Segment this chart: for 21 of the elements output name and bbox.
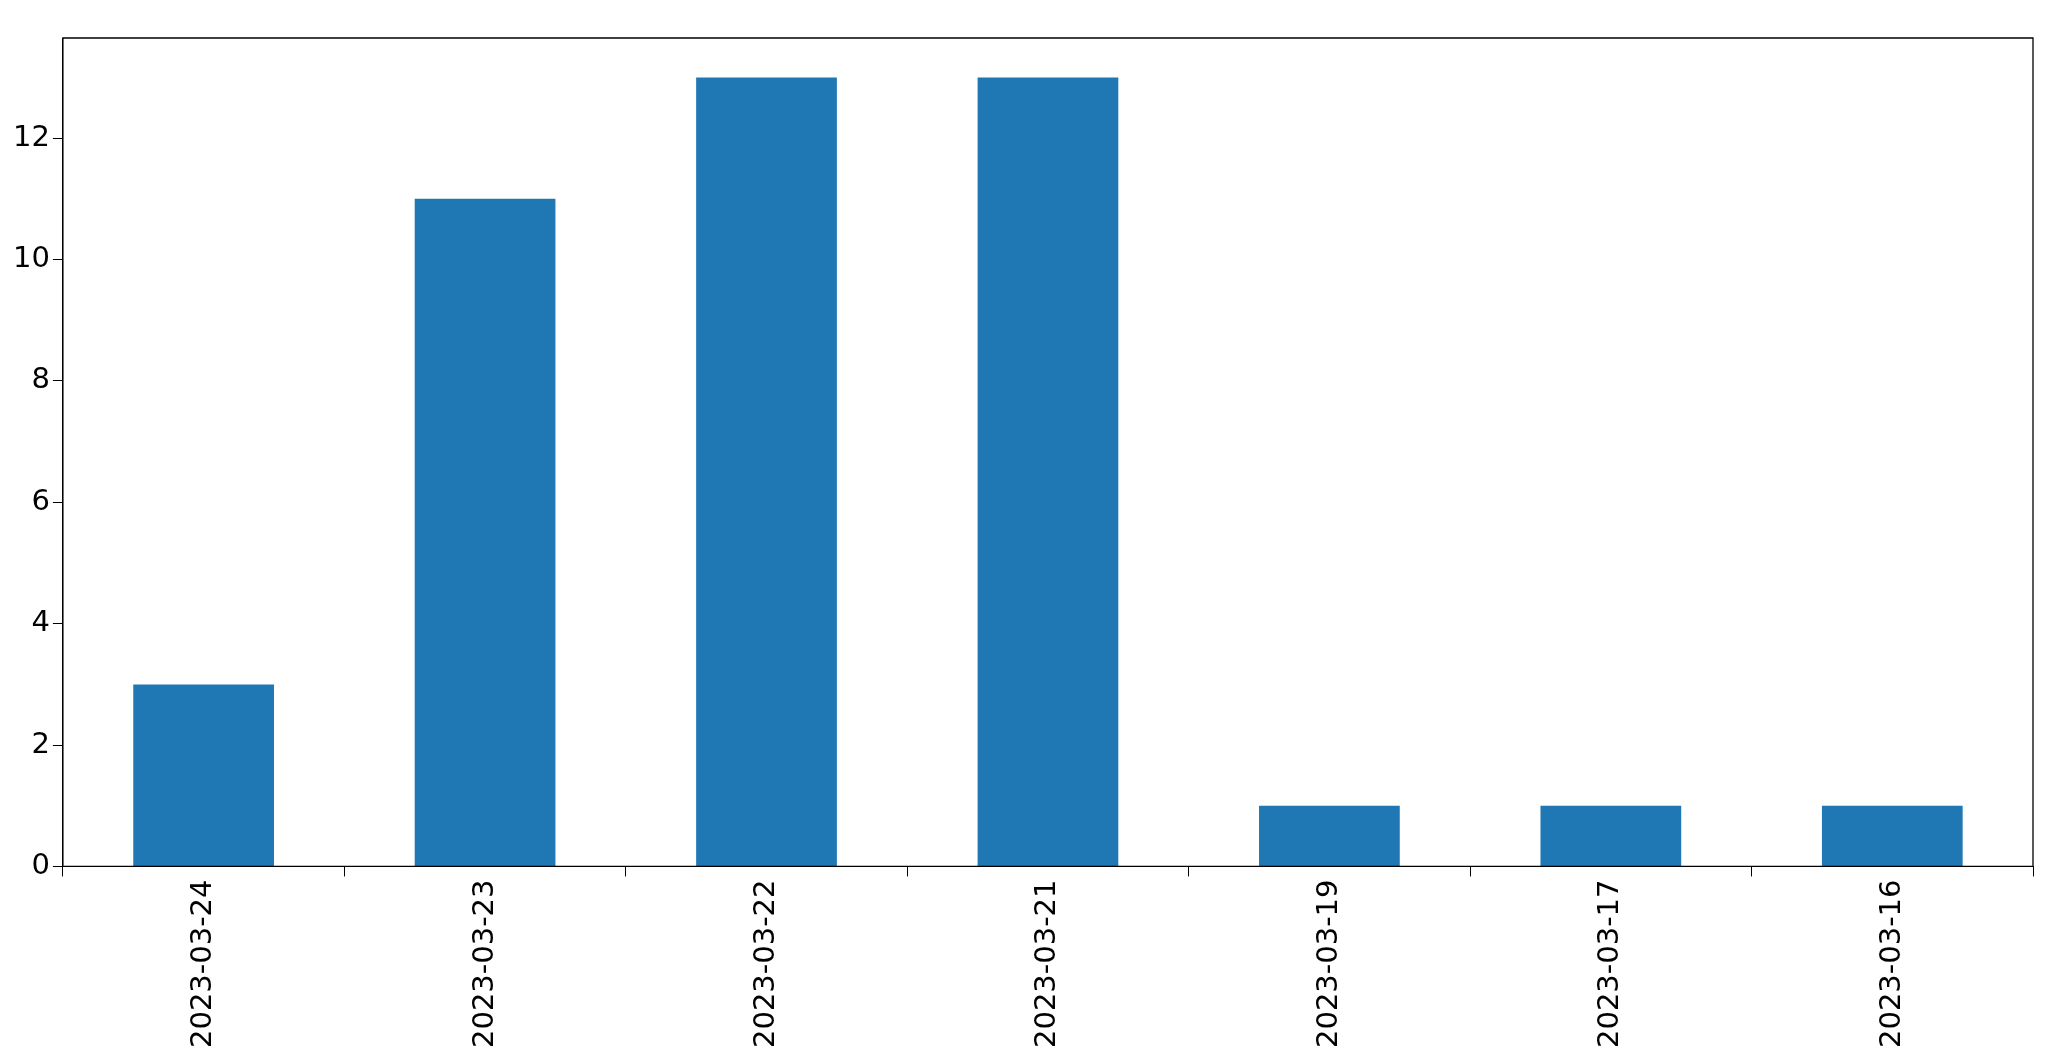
y-tick-label: 0	[31, 847, 50, 881]
y-tick-label: 6	[31, 482, 50, 517]
bar	[1821, 805, 1963, 866]
x-tick-label: 2023-03-23	[465, 879, 500, 1049]
y-tick-label: 8	[31, 361, 50, 396]
bar	[696, 77, 837, 866]
x-tick-label: 2023-03-17	[1591, 879, 1626, 1049]
bar	[1259, 805, 1400, 866]
bar	[977, 77, 1119, 866]
bar	[414, 198, 556, 866]
bar	[133, 684, 274, 866]
x-tick-label: 2023-03-24	[184, 879, 219, 1049]
y-tick-label: 10	[13, 240, 50, 275]
x-tick-label: 2023-03-19	[1309, 879, 1344, 1049]
x-tick-label: 2023-03-16	[1872, 879, 1907, 1049]
x-tick-label: 2023-03-22	[747, 879, 782, 1049]
y-tick-label: 4	[31, 604, 50, 639]
bar	[1540, 805, 1682, 866]
y-tick-label: 2	[31, 725, 50, 760]
x-tick-label: 2023-03-21	[1028, 879, 1063, 1049]
y-tick-label: 12	[13, 118, 50, 153]
